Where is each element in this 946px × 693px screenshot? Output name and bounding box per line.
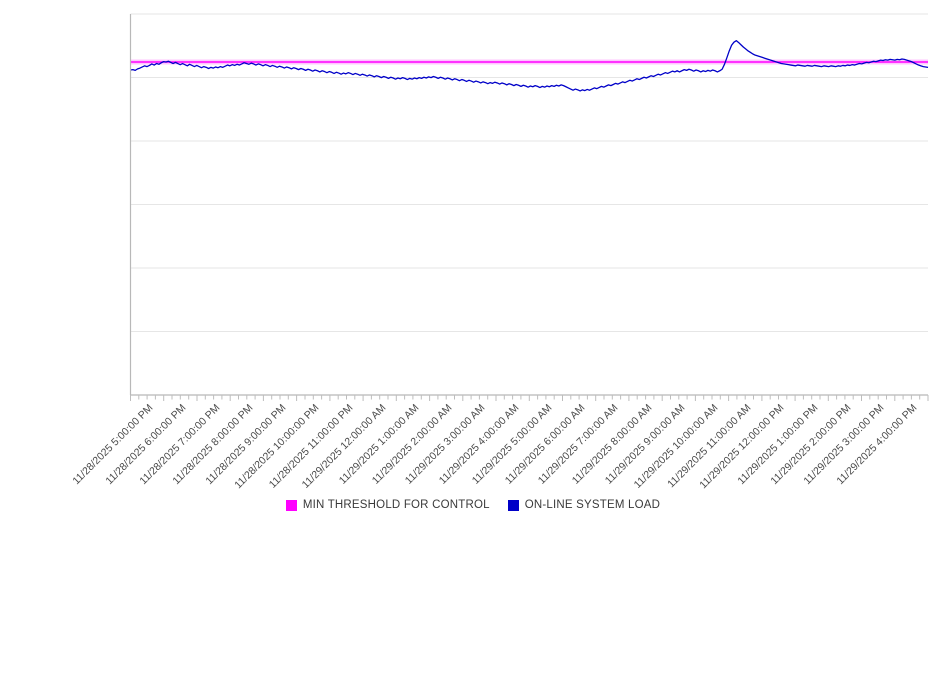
legend-swatch-min-threshold — [285, 499, 297, 511]
chart-plot-area — [129, 13, 929, 401]
x-axis-tick-label: 11/28/2025 6:00:00 PM — [103, 402, 189, 488]
legend-item-online-system-load[interactable]: ON-LINE SYSTEM LOAD — [507, 499, 661, 511]
x-axis-minor-ticks — [130, 395, 929, 401]
chart-legend: MIN THRESHOLD FOR CONTROL ON-LINE SYSTEM… — [0, 494, 946, 516]
legend-item-min-threshold[interactable]: MIN THRESHOLD FOR CONTROL — [285, 499, 490, 511]
grid-lines — [130, 13, 928, 396]
x-axis-tick-labels: 11/28/2025 5:00:00 PM 11/28/2025 6:00:00 … — [0, 396, 946, 492]
chart-container: 11/28/2025 5:00:00 PM 11/28/2025 6:00:00 … — [0, 13, 946, 516]
legend-swatch-online-system-load — [507, 499, 519, 511]
legend-label-min-threshold: MIN THRESHOLD FOR CONTROL — [302, 499, 490, 511]
online-system-load-line — [130, 40, 929, 92]
legend-label-online-system-load: ON-LINE SYSTEM LOAD — [524, 499, 661, 511]
